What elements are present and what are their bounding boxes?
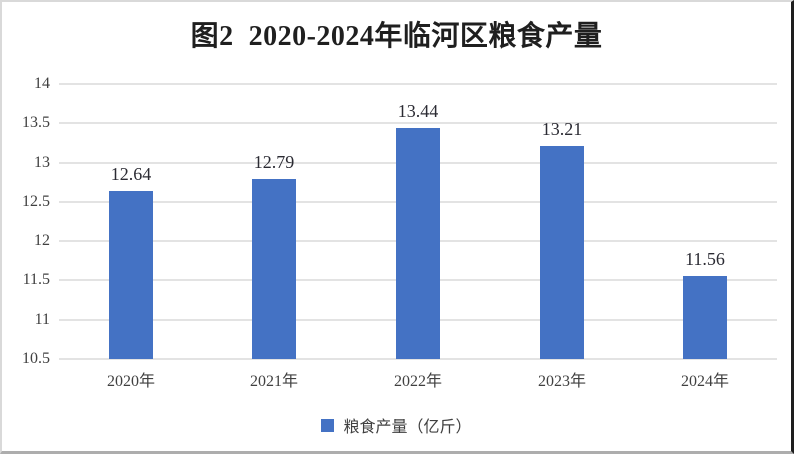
y-axis-tick-label: 11.5 (22, 271, 50, 288)
legend: 粮食产量（亿斤） (2, 413, 791, 437)
legend-swatch-icon (321, 418, 335, 432)
chart-title: 图2 2020-2024年临河区粮食产量 (190, 21, 603, 52)
bar-2022年 (396, 128, 440, 359)
x-axis: 2020年 2021年 2022年 2023年 2024年 (59, 370, 777, 394)
legend-label: 粮食产量（亿斤） (343, 419, 472, 436)
y-axis-tick-label: 14 (34, 75, 50, 92)
bar-value-label: 13.44 (397, 101, 439, 121)
y-axis-tick-label: 10.5 (22, 350, 50, 367)
x-axis-tick-label: 2023年 (537, 373, 586, 390)
y-axis-tick-label: 12.5 (22, 193, 50, 210)
bar-value-label: 12.79 (253, 152, 295, 172)
bar-value-label: 13.21 (541, 119, 583, 139)
x-axis-tick-label: 2022年 (393, 373, 442, 390)
y-axis: 14 13.5 13 12.5 12 11.5 11 10.5 (2, 75, 50, 367)
y-axis-tick-label: 13 (34, 154, 50, 171)
bar-2024年 (683, 276, 727, 359)
gridline (59, 83, 777, 85)
gridline (59, 122, 777, 124)
x-axis-tick-label: 2020年 (106, 373, 155, 390)
plot-area: 12.64 12.79 13.44 13.21 11.56 (59, 83, 777, 360)
x-axis-tick-label: 2021年 (249, 373, 298, 390)
x-axis-tick-label: 2024年 (680, 373, 729, 390)
bar-value-label: 11.56 (685, 249, 725, 269)
bar-value-label: 12.64 (110, 164, 152, 184)
y-axis-tick-label: 11 (34, 311, 50, 328)
bar-2021年 (252, 179, 296, 359)
bar-2020年 (109, 191, 153, 359)
gridline (59, 358, 777, 360)
y-axis-tick-label: 13.5 (22, 114, 50, 131)
bar-2023年 (540, 146, 584, 359)
y-axis-tick-label: 12 (34, 232, 50, 249)
